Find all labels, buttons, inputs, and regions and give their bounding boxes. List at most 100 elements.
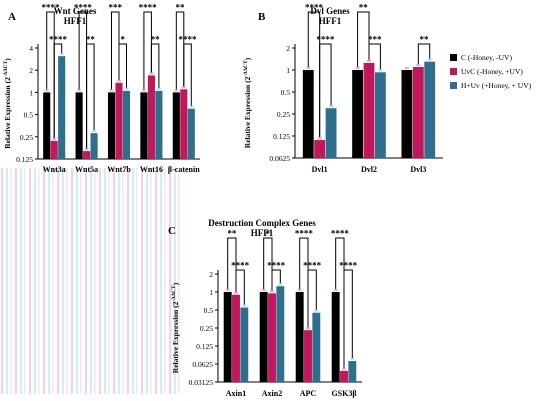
panel-a-bar xyxy=(155,90,163,159)
legend-label: H+Uv (+Honey, + UV) xyxy=(461,81,532,90)
panel-b-bar xyxy=(352,70,364,158)
panel-c-bar xyxy=(312,312,321,382)
panel-b-significance-label: *** xyxy=(368,35,382,45)
panel-b-bar xyxy=(314,140,326,158)
panel-a-ytick-label: 0.25 xyxy=(20,133,33,142)
panel-a-subtitle: HFF1 xyxy=(64,16,87,26)
legend-swatch xyxy=(450,82,457,89)
panel-a-significance-bracket xyxy=(111,11,120,90)
panel-c-significance-label: **** xyxy=(231,261,250,271)
legend-swatch xyxy=(450,68,457,75)
panel-c-significance-label: **** xyxy=(303,261,322,271)
panel-c-bar xyxy=(223,292,232,382)
panel-c-category-label: APC xyxy=(300,389,317,398)
panel-a-significance-bracket xyxy=(86,43,95,149)
panel-a-significance-label: ** xyxy=(151,35,161,45)
panel-c-ytick-label: 0.125 xyxy=(196,342,213,351)
panel-a-significance-label: **** xyxy=(179,35,198,45)
panel-b-bar xyxy=(401,70,413,158)
panel-a-bar xyxy=(58,56,66,159)
panel-b-ytick-label: 0.0625 xyxy=(269,154,290,163)
panel-c-ytick-label: 0.03125 xyxy=(189,378,214,387)
panel-c-significance-bracket xyxy=(307,269,317,328)
panel-a-significance-label: **** xyxy=(41,3,60,13)
panel-a-ytick-label: 0.5 xyxy=(24,111,34,120)
panel-c-significance-bracket xyxy=(227,237,237,292)
panel-a-significance-label: **** xyxy=(49,35,68,45)
panel-b-significance-bracket xyxy=(417,43,431,64)
panel-a-significance-bracket xyxy=(175,11,185,90)
panel-c-bar xyxy=(232,294,240,382)
panel-a-bar xyxy=(172,92,180,159)
panel-a-significance-bracket xyxy=(183,43,192,106)
artifact-stripes-left xyxy=(0,168,180,394)
panel-a-bar xyxy=(50,140,58,159)
panel-a-significance-label: **** xyxy=(74,3,93,13)
panel-c-bar xyxy=(304,330,312,382)
legend-label: UvC (-Honey, +UV) xyxy=(461,67,523,76)
panel-b-letter: B xyxy=(258,11,266,23)
panel-a-bar xyxy=(75,92,83,159)
panel-c-bar xyxy=(240,307,249,382)
panel-b-category-label: Dvl3 xyxy=(410,165,426,174)
panel-c-significance-label: **** xyxy=(331,229,350,239)
panel-a-significance-label: *** xyxy=(109,3,123,13)
panel-b-category-label: Dvl2 xyxy=(361,165,377,174)
panel-c-significance-label: * xyxy=(266,229,271,239)
panel-b-bar xyxy=(363,62,375,158)
panel-c-category-label: Axin1 xyxy=(226,389,246,398)
panel-a-significance-label: ** xyxy=(86,35,96,45)
panel-a-bar xyxy=(43,92,51,159)
legend-swatch xyxy=(450,54,457,61)
panel-b-bar xyxy=(424,61,436,158)
panel-a-ytick-label: 4 xyxy=(29,44,33,53)
panel-a-ytick-label: 0.125 xyxy=(16,155,33,164)
panel-c-bar xyxy=(331,292,340,382)
panel-b-ytick-label: 2 xyxy=(286,44,290,53)
panel-c-bar xyxy=(268,293,276,382)
panel-c-subtitle: HFF1 xyxy=(251,228,274,238)
panel-a-ylabel: Relative Expression (2-ΔΔCT) xyxy=(3,58,12,149)
panel-c-significance-bracket xyxy=(235,269,245,305)
panel-b-ytick-label: 0.5 xyxy=(281,88,291,97)
panel-c-ytick-label: 0.25 xyxy=(200,324,213,333)
panel-a-bar xyxy=(115,82,123,159)
panel-c-bar xyxy=(295,292,304,382)
panel-c-ytick-label: 1 xyxy=(209,288,213,297)
panel-b-title: Dvl Genes xyxy=(310,6,350,16)
panel-b-subtitle: HFF1 xyxy=(319,16,342,26)
panel-c-ytick-label: 2 xyxy=(209,270,213,279)
panel-c-letter: C xyxy=(168,225,176,237)
panel-c-significance-bracket xyxy=(343,269,353,368)
panel-a-significance-label: * xyxy=(120,35,125,45)
panel-b-significance-label: **** xyxy=(316,35,335,45)
panel-b-significance-bracket xyxy=(319,43,332,138)
panel-c-bar xyxy=(259,292,268,382)
panel-a-significance-bracket xyxy=(143,11,152,90)
panel-a-significance-bracket xyxy=(118,43,127,88)
panel-a-ytick-label: 1 xyxy=(29,88,33,97)
panel-c-significance-bracket xyxy=(263,237,273,291)
panel-b-bar xyxy=(374,72,386,158)
panel-a-ytick-label: 2 xyxy=(29,66,33,75)
panel-c-significance-label: **** xyxy=(267,261,286,271)
panel-a-category-label: Wnt3a xyxy=(43,165,66,174)
panel-b-ytick-label: 0.25 xyxy=(277,110,290,119)
panel-b-ytick-label: 1 xyxy=(286,66,290,75)
panel-b-significance-label: **** xyxy=(305,3,324,13)
panel-b-bar xyxy=(412,66,424,158)
panel-a-bar xyxy=(122,90,131,159)
panel-c-ylabel: Relative Expression (2-ΔΔCT) xyxy=(171,282,180,373)
panel-a-category-label: β-catenin xyxy=(168,165,200,174)
panel-c-ytick-label: 0.0625 xyxy=(192,360,213,369)
panel-c-category-label: GSK3β xyxy=(331,389,356,398)
panel-b-significance-bracket xyxy=(357,11,370,67)
panel-c-significance-label: **** xyxy=(295,229,314,239)
panel-b-ylabel: Relative Expression (2-ΔΔCT) xyxy=(243,57,252,148)
panel-b-category-label: Dvl1 xyxy=(312,165,328,174)
panel-c-bar xyxy=(340,370,348,382)
panel-a-bar xyxy=(140,92,148,159)
panel-c-title: Destruction Complex Genes xyxy=(208,218,316,228)
